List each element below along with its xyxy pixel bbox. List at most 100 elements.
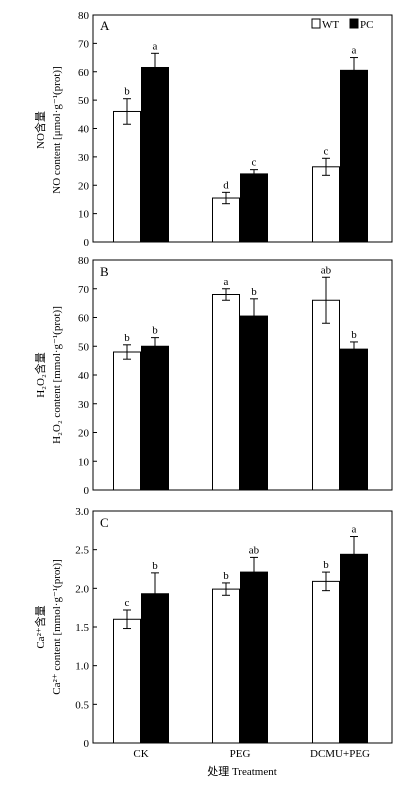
panel-a: 0 10 20 30 40 50 60 70 80 b d c a c a A NO含量 NO conte… — [33, 10, 393, 249]
panel-b-sig-letter-wt-0: b — [124, 332, 130, 344]
panel-a-errorbar-pc-0 — [151, 52, 159, 83]
x-axis: CK PEG DCMU+PEG 处理 Treatment — [133, 748, 370, 778]
panel-b-sig-letter-pc-2: b — [351, 329, 357, 341]
panel-a-letter: A — [100, 18, 110, 33]
panel-c: 0 0.5 1.0 1.5 2.0 2.5 3.0 c b b b ab a C Ca²⁺含量 Ca²… — [33, 506, 393, 750]
panel-c-y-tick-label: 0.5 — [75, 699, 89, 711]
panel-b: 0 10 20 30 40 50 60 70 80 b a ab b b b B H₂O₂含量 H₂O₂ … — [33, 255, 393, 497]
panel-c-errorbar-wt-2 — [322, 571, 330, 592]
panel-b-ylabel-en: H₂O₂ content [mmol·g⁻¹(prot)] — [51, 306, 63, 444]
panel-c-errorbar-pc-1 — [250, 556, 258, 588]
panel-b-sig-letter-pc-1: b — [251, 286, 257, 298]
panel-b-y-tick-label: 30 — [78, 399, 90, 411]
panel-b-bar-wt-0 — [113, 351, 141, 491]
panel-c-sig-letter-pc-2: a — [352, 524, 357, 536]
panel-b-y-tick-label: 70 — [78, 284, 90, 296]
panel-c-errorbar-wt-0 — [123, 609, 131, 630]
panel-c-sig-letter-pc-0: b — [152, 560, 158, 572]
legend-wt-swatch — [311, 18, 321, 29]
panel-c-bars: c b b b ab a — [113, 524, 368, 744]
panel-c-sig-letter-wt-1: b — [223, 570, 229, 582]
panel-a-sig-letter-pc-0: a — [153, 40, 158, 52]
panel-a-sig-letter-wt-0: b — [124, 86, 130, 98]
panel-b-sig-letter-wt-2: ab — [321, 264, 332, 276]
panel-c-ylabel-en: Ca²⁺ content [mmol·g⁻¹(prot)] — [51, 559, 63, 695]
panel-b-errorbar-pc-1 — [250, 298, 258, 334]
panel-c-sig-letter-pc-1: ab — [249, 544, 260, 556]
panel-c-bar-pc-2 — [340, 553, 368, 744]
panel-c-y-tick-label: 1.5 — [75, 622, 89, 634]
panel-c-bar-wt-0 — [113, 618, 141, 744]
panel-a-bar-pc-1 — [240, 173, 268, 243]
panel-b-bar-pc-1 — [240, 315, 268, 491]
panel-a-errorbar-wt-2 — [322, 157, 330, 176]
panel-b-y-tick-label: 50 — [78, 341, 90, 353]
panel-c-sig-letter-wt-0: c — [125, 597, 130, 609]
panel-b-bar-pc-2 — [340, 348, 368, 491]
panel-b-errorbar-wt-1 — [222, 288, 230, 301]
panel-b-y-tick-label: 40 — [78, 370, 90, 382]
panel-a-y-tick-label: 0 — [84, 237, 90, 249]
panel-b-y-tick-label: 20 — [78, 428, 90, 440]
legend-wt-label: WT — [322, 19, 339, 31]
panel-c-bar-wt-2 — [312, 580, 340, 744]
legend: WT PC — [311, 18, 373, 31]
panel-a-bars: b d c a c a — [113, 40, 368, 243]
x-axis-title: 处理 Treatment — [207, 765, 277, 778]
panel-a-errorbar-pc-1 — [250, 169, 258, 179]
panel-c-y-tick-label: 3.0 — [75, 506, 89, 518]
panel-a-errorbar-wt-1 — [222, 191, 230, 205]
panel-b-bar-pc-0 — [141, 345, 169, 491]
panel-c-y-tick-label: 0 — [84, 738, 90, 750]
panel-b-bars: b a ab b b b — [113, 264, 368, 491]
panel-c-y-tick-label: 2.0 — [75, 583, 89, 595]
panel-a-y-tick-label: 10 — [78, 209, 90, 221]
panel-a-y-tick-label: 80 — [78, 10, 90, 22]
panel-c-ylabel-cn: Ca²⁺含量 — [33, 605, 47, 648]
panel-c-y-tick-label: 2.5 — [75, 545, 89, 557]
panel-b-errorbar-wt-0 — [123, 344, 131, 360]
panel-b-bar-wt-2 — [312, 299, 340, 491]
panel-a-y-ticks: 0 10 20 30 40 50 60 70 80 — [78, 10, 97, 249]
panel-b-sig-letter-wt-1: a — [224, 276, 229, 288]
panel-c-bar-pc-1 — [240, 571, 268, 744]
panel-b-errorbar-pc-0 — [151, 337, 159, 356]
panel-b-letter: B — [100, 264, 109, 279]
panel-c-bar-wt-1 — [212, 588, 240, 744]
panel-c-y-tick-label: 1.0 — [75, 661, 89, 673]
panel-a-bar-wt-1 — [212, 197, 240, 243]
panel-b-y-tick-label: 80 — [78, 255, 90, 267]
legend-pc-label: PC — [360, 19, 373, 31]
panel-c-errorbar-pc-2 — [350, 536, 358, 573]
panel-a-sig-letter-wt-1: d — [223, 179, 229, 191]
panel-b-y-tick-label: 60 — [78, 313, 90, 325]
panel-a-sig-letter-wt-2: c — [324, 145, 329, 157]
panel-b-sig-letter-pc-0: b — [152, 325, 158, 337]
panel-a-y-tick-label: 30 — [78, 152, 90, 164]
panel-a-y-tick-label: 50 — [78, 95, 90, 107]
panel-c-letter: C — [100, 515, 109, 530]
panel-b-ylabel-cn: H₂O₂含量 — [33, 352, 47, 398]
x-tick-label-ck: CK — [133, 748, 148, 760]
panel-a-y-tick-label: 40 — [78, 124, 90, 136]
panel-a-bar-pc-2 — [340, 69, 368, 243]
panel-c-y-ticks: 0 0.5 1.0 1.5 2.0 2.5 3.0 — [75, 506, 97, 750]
panel-b-errorbar-pc-2 — [350, 341, 358, 357]
panel-c-bar-pc-0 — [141, 593, 169, 744]
panel-a-sig-letter-pc-2: a — [352, 45, 357, 57]
panel-c-errorbar-pc-0 — [151, 572, 159, 616]
panel-b-errorbar-wt-2 — [322, 276, 330, 324]
panel-a-bar-pc-0 — [141, 66, 169, 243]
panel-b-bar-wt-1 — [212, 294, 240, 491]
panel-a-sig-letter-pc-1: c — [252, 157, 257, 169]
panel-c-sig-letter-wt-2: b — [323, 559, 329, 571]
x-tick-label-dcmu-peg: DCMU+PEG — [310, 748, 370, 760]
panel-a-errorbar-pc-2 — [350, 57, 358, 84]
panel-a-bar-wt-2 — [312, 166, 340, 243]
panel-c-errorbar-wt-1 — [222, 582, 230, 596]
panel-a-errorbar-wt-0 — [123, 98, 131, 125]
panel-a-y-tick-label: 60 — [78, 67, 90, 79]
panel-a-y-tick-label: 70 — [78, 38, 90, 50]
panel-a-ylabel-en: NO content [μmol·g⁻¹(prot)] — [51, 66, 63, 193]
